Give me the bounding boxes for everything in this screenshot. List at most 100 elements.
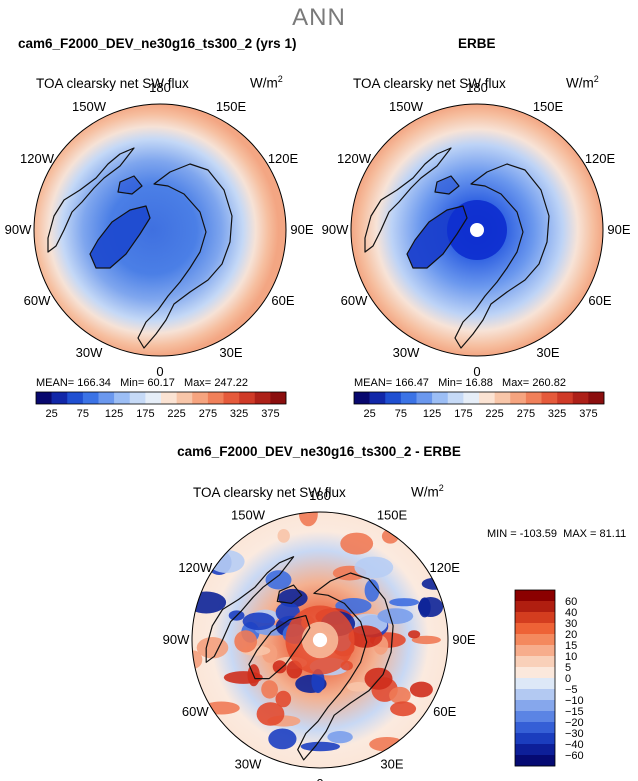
colorbar-tick-label: 5 [565,662,571,674]
lon-label-60e: 60E [433,704,456,719]
colorbar-swatch [494,392,511,404]
colorbar-tick-label: 0 [565,673,571,685]
max-value: 81.11 [599,528,627,540]
colorbar-swatch [82,392,99,404]
min-label: Min= [120,377,145,389]
pole-missing-data [470,223,484,237]
colorbar-tick-label: 125 [105,408,123,420]
min-label: MIN = [487,528,517,540]
panel-3-stats: MIN = -103.59 MAX = 81.11 [487,528,626,540]
field-patch [300,741,340,752]
colorbar-swatch [223,392,240,404]
min-label: Min= [438,377,463,389]
colorbar-swatch [515,623,555,635]
colorbar-tick-label: 275 [199,408,217,420]
lon-label-180: 180 [309,488,331,503]
map-border [191,511,449,769]
field-patch [268,728,297,750]
lon-label-90e: 90E [607,222,630,237]
colorbar-swatch [557,392,574,404]
colorbar-tick-label: 20 [565,629,577,641]
colorbar-swatch [588,392,605,404]
lon-label-30e: 30E [380,757,403,772]
field-patch [364,579,380,602]
colorbar-swatch [463,392,480,404]
field-patch [299,512,318,527]
lon-label-0: 0 [316,776,323,781]
field-patch [389,686,411,704]
colorbar-swatch [515,656,555,668]
archipelago-coastline [276,584,303,605]
colorbar-swatch [515,678,555,690]
archipelago-coastline [434,175,460,195]
colorbar-tick-label: 225 [485,408,503,420]
field-patch [347,682,370,692]
colorbar-swatch [510,392,527,404]
lon-label-30w: 30W [393,345,420,360]
colorbar-swatch [515,645,555,657]
colorbar-tick-label: 175 [136,408,154,420]
colorbar-2: 25 75 125 175 225 275 325 375 [353,391,605,420]
colorbar-swatch [515,744,555,756]
lon-label-120w: 120W [178,560,213,575]
colorbar-swatch [479,392,495,404]
field-patch [208,550,245,573]
map-border [33,103,287,357]
colorbar-frame [514,589,556,767]
panel-2-units: W/m2 [566,74,599,91]
colorbar-swatch [515,689,555,701]
field-patch [256,702,285,726]
colorbar-tick-label: 325 [230,408,248,420]
field-patch [275,690,292,708]
mean-value: 166.47 [395,377,429,389]
field-patch [340,532,374,555]
max-label: MAX = [563,528,597,540]
greenland-coastline [248,614,311,680]
min-value: 60.17 [147,377,175,389]
colorbar-tick-label: 25 [363,408,375,420]
lon-label-60w: 60W [24,293,51,308]
field-patch [409,681,433,698]
colorbar-tick-label: 125 [423,408,441,420]
colorbar-tick-label: 325 [548,408,566,420]
colorbar-swatch [145,392,162,404]
polar-map-1 [34,104,286,356]
field-patch [411,635,441,645]
eurasia-coastline [454,163,550,349]
colorbar-swatch [525,392,542,404]
colorbar-tick-label: 375 [579,408,597,420]
colorbar-swatch [239,392,256,404]
lon-label-150e: 150E [216,99,247,114]
mean-label: MEAN= [354,377,393,389]
colorbar-swatch [192,392,209,404]
lon-label-120e: 120E [268,151,299,166]
colorbar-swatch [369,392,386,404]
lon-label-0: 0 [156,364,163,379]
panel-3-units: W/m2 [411,483,444,500]
colorbar-swatch [114,392,131,404]
lon-label-150w: 150W [72,99,107,114]
lon-label-30w: 30W [235,757,262,772]
lon-label-120w: 120W [337,151,372,166]
field-patch [277,529,290,543]
colorbar-tick-label: −60 [565,750,584,762]
colorbar-tick-label: 175 [454,408,472,420]
colorbar-tick-label: 25 [45,408,57,420]
colorbar-frame [35,391,287,405]
colorbar-tick-label: −30 [565,728,584,740]
field-patch [408,630,421,639]
colorbar-frame [353,391,605,405]
colorbar-swatch [515,667,555,679]
colorbar-tick-label: −40 [565,739,584,751]
north-america-coastline [205,556,295,663]
colorbar-tick-label: 75 [77,408,89,420]
field-patch [390,701,417,717]
lon-label-60e: 60E [271,293,294,308]
lon-label-120e: 120E [430,560,461,575]
colorbar-tick-label: −10 [565,695,584,707]
colorbar-swatch [400,392,417,404]
lon-label-180: 180 [149,80,171,95]
pole-missing-data [312,632,328,648]
colorbar-tick-label: 10 [565,651,577,663]
